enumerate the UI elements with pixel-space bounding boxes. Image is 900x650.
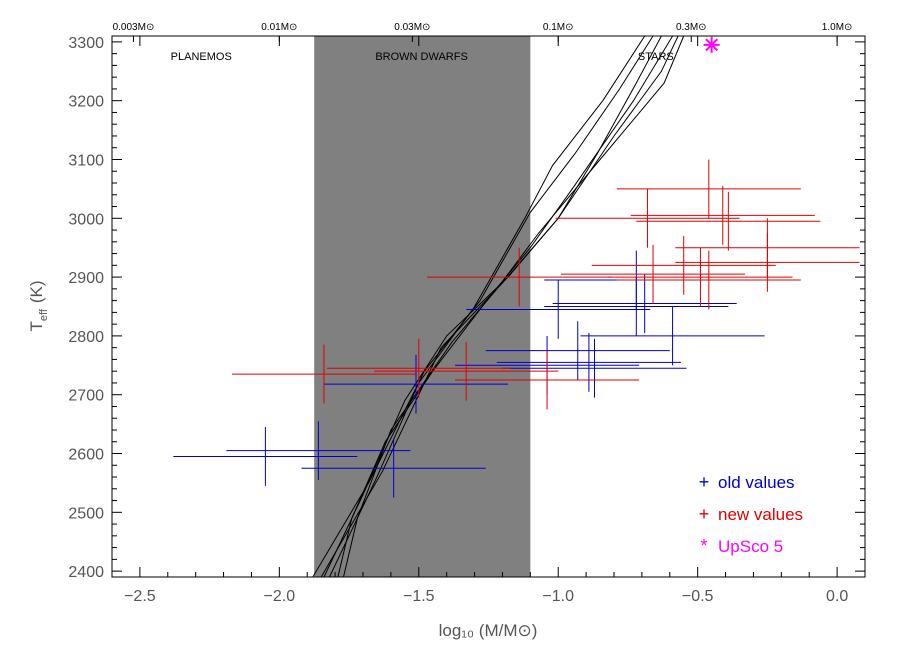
y-tick-label: 2700 [68,388,104,405]
top-mass-tick-label: 0.3M⊙ [676,22,707,33]
plot-frame [111,35,866,578]
y-axis-label-main: T [27,321,46,331]
star-marker-stroke [705,38,718,52]
data-point [226,421,411,480]
y-tick-label: 3000 [68,211,104,228]
top-mass-tick-label: 1.0M⊙ [822,22,853,33]
data-point [555,188,740,248]
legend-label: old values [718,473,795,492]
y-tick-label: 3300 [68,35,104,52]
data-point [561,244,746,304]
data-point [580,306,765,366]
data-point [301,438,486,498]
data-points [173,36,860,498]
x-tick-label: −2.5 [124,588,156,605]
y-axis-label-sub: eff [38,308,50,321]
data-point [552,274,737,333]
y-tick-label: 2400 [68,564,104,581]
y-tick-label: 2500 [68,505,104,522]
region-label: STARS [638,51,674,63]
brown-dwarf-shaded-region [314,36,531,577]
y-tick-label: 2900 [68,270,104,287]
x-axis-label: log₁₀ (M/M⊙) [439,621,538,640]
data-point [703,36,720,53]
data-point [616,250,801,310]
top-mass-tick-label: 0.003M⊙ [113,22,155,33]
y-axis-label: Teff (K) [27,280,50,331]
y-tick-label: 3100 [68,152,104,169]
data-point [630,185,815,245]
data-point [616,159,801,219]
data-point [374,341,559,401]
data-point [496,332,681,392]
data-point [608,247,793,307]
top-mass-tick-label: 0.03M⊙ [394,22,430,33]
data-point [427,247,612,307]
x-tick-label: −1.0 [542,588,574,605]
region-label: BROWN DWARFS [375,51,467,63]
data-point [502,338,687,398]
data-point [455,350,640,410]
data-point [231,344,416,404]
legend-label: new values [718,505,803,524]
x-tick-label: −1.5 [403,588,435,605]
legend-symbol: * [700,536,707,556]
axes: −2.5 −2.0 −1.5 −1.0 −0.5 0.0 2400 2500 2600 2700 2… [68,22,866,605]
data-point [636,191,821,251]
region-label: PLANEMOS [171,51,232,63]
region-labels: PLANEMOS BROWN DWARFS STARS [171,51,674,63]
top-mass-tick-label: 0.1M⊙ [543,22,574,33]
y-tick-label: 3200 [68,94,104,111]
top-mass-tick-label: 0.01M⊙ [261,22,297,33]
x-tick-label: 0.0 [826,588,848,605]
model-track-line [329,36,646,577]
x-tick-label: −2.0 [264,588,296,605]
data-point [466,280,651,339]
x-tick-label: −0.5 [682,588,714,605]
data-point [675,232,860,292]
legend-symbol: + [699,504,710,524]
data-point [591,235,776,295]
model-track-line [312,36,654,577]
y-tick-label: 2600 [68,447,104,464]
data-point [323,354,509,414]
y-axis-label-unit: (K) [27,280,46,303]
data-point [326,338,511,398]
y-tick-label: 2800 [68,329,104,346]
data-point [485,321,670,381]
brown-dwarf-band [314,36,531,577]
data-point [173,427,358,486]
legend-label: UpSco 5 [718,537,783,556]
legend-symbol: + [699,472,710,492]
legend: + old values + new values * UpSco 5 [699,472,803,556]
